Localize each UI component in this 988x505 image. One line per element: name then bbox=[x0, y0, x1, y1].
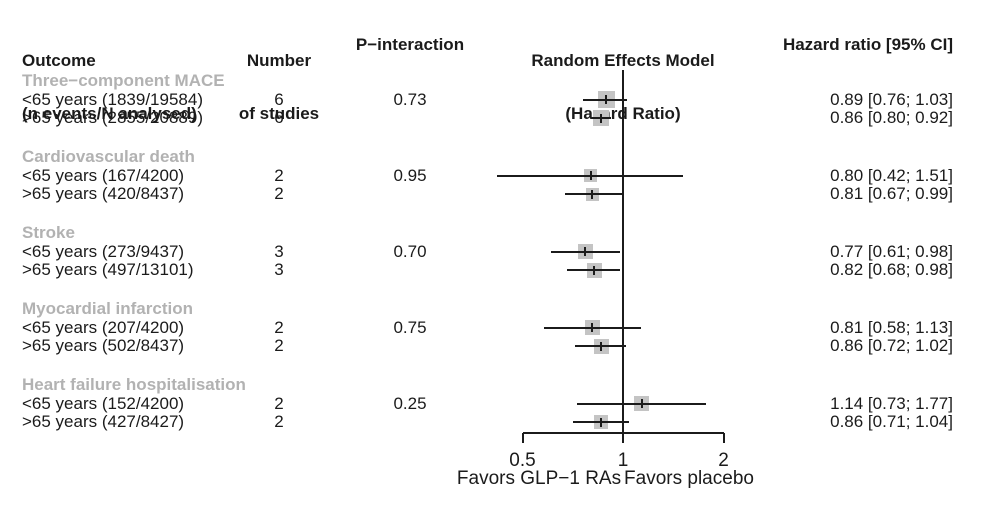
ci-text: 1.14 [0.73; 1.77] bbox=[830, 393, 953, 413]
group-label: Three−component MACE bbox=[22, 71, 225, 90]
row-label: >65 years (502/8437) bbox=[22, 336, 185, 355]
axis-tick-label: 2 bbox=[718, 450, 729, 471]
col-header-outcome-line1: Outcome bbox=[22, 51, 96, 70]
row-label: <65 years (167/4200) bbox=[22, 165, 185, 185]
row-label: >65 years (2855/20889) bbox=[22, 108, 203, 127]
axis-tick bbox=[622, 433, 624, 443]
point-estimate-tick bbox=[600, 341, 603, 351]
studies-count: 3 bbox=[274, 260, 284, 279]
studies-count: 2 bbox=[274, 336, 284, 355]
axis-tick-label: 1 bbox=[617, 450, 629, 471]
studies-count: 2 bbox=[274, 165, 284, 185]
p-interaction-value: 0.70 bbox=[393, 241, 427, 261]
studies-count: 2 bbox=[274, 412, 284, 431]
col-header-hazard-ratio: Hazard ratio [95% CI] bbox=[782, 35, 953, 54]
point-estimate-tick bbox=[600, 417, 603, 427]
studies-count: 6 bbox=[274, 108, 284, 127]
group-label: Cardiovascular death bbox=[22, 147, 195, 166]
studies-count: 2 bbox=[274, 393, 284, 413]
col-header-p-interaction: P−interaction bbox=[355, 35, 465, 54]
ci-text: 0.86 [0.72; 1.02] bbox=[830, 336, 953, 355]
col-header-model: Random Effects Model (Hazard Ratio) bbox=[473, 17, 773, 157]
ci-text: 0.82 [0.68; 0.98] bbox=[830, 260, 953, 279]
p-interaction-value: 0.95 bbox=[393, 165, 427, 185]
point-estimate-tick bbox=[584, 247, 587, 256]
ci-text: 0.86 [0.80; 0.92] bbox=[830, 108, 953, 127]
col-header-outcome: Outcome (n events/N analysed) bbox=[22, 17, 197, 157]
col-header-model-line1: Random Effects Model bbox=[531, 51, 715, 70]
ci-text: 0.89 [0.76; 1.03] bbox=[830, 89, 953, 109]
ci-text: 0.81 [0.67; 0.99] bbox=[830, 184, 953, 203]
point-estimate-tick bbox=[589, 171, 592, 180]
point-estimate-tick bbox=[591, 189, 594, 199]
ci-text: 0.81 [0.58; 1.13] bbox=[830, 317, 953, 337]
row-label: <65 years (207/4200) bbox=[22, 317, 185, 337]
group-label: Myocardial infarction bbox=[22, 299, 193, 318]
studies-count: 2 bbox=[274, 317, 284, 337]
studies-count: 2 bbox=[274, 184, 284, 203]
group-label: Heart failure hospitalisation bbox=[22, 375, 246, 394]
point-estimate-tick bbox=[605, 95, 608, 104]
point-estimate-tick bbox=[591, 323, 594, 332]
col-header-outcome-line2: (n events/N analysed) bbox=[22, 103, 197, 123]
row-label: >65 years (420/8437) bbox=[22, 184, 185, 203]
favors-left-label: Favors GLP−1 RAs bbox=[456, 468, 622, 489]
ci-text: 0.80 [0.42; 1.51] bbox=[830, 165, 953, 185]
studies-count: 6 bbox=[274, 89, 284, 109]
group-label: Stroke bbox=[22, 223, 75, 242]
p-interaction-value: 0.75 bbox=[393, 317, 427, 337]
col-header-studies: Number of studies bbox=[219, 17, 339, 157]
point-estimate-tick bbox=[640, 399, 643, 408]
row-label: >65 years (427/8427) bbox=[22, 412, 185, 431]
ci-text: 0.86 [0.71; 1.04] bbox=[830, 412, 953, 431]
studies-count: 3 bbox=[274, 241, 284, 261]
ci-text: 0.77 [0.61; 0.98] bbox=[830, 241, 953, 261]
row-label: >65 years (497/13101) bbox=[22, 260, 194, 279]
row-label: <65 years (1839/19584) bbox=[22, 89, 203, 109]
point-estimate-tick bbox=[600, 113, 603, 123]
p-interaction-value: 0.73 bbox=[393, 89, 427, 109]
favors-right-label: Favors placebo bbox=[624, 468, 754, 489]
row-label: <65 years (273/9437) bbox=[22, 241, 185, 261]
row-label: <65 years (152/4200) bbox=[22, 393, 185, 413]
axis-tick bbox=[521, 433, 524, 443]
axis-tick bbox=[722, 433, 725, 443]
reference-line bbox=[622, 70, 624, 433]
p-interaction-value: 0.25 bbox=[393, 393, 427, 413]
col-header-studies-line2: of studies bbox=[238, 103, 320, 123]
point-estimate-tick bbox=[593, 265, 596, 275]
col-header-studies-line1: Number bbox=[246, 51, 312, 70]
axis-tick-label: 0.5 bbox=[509, 450, 536, 471]
